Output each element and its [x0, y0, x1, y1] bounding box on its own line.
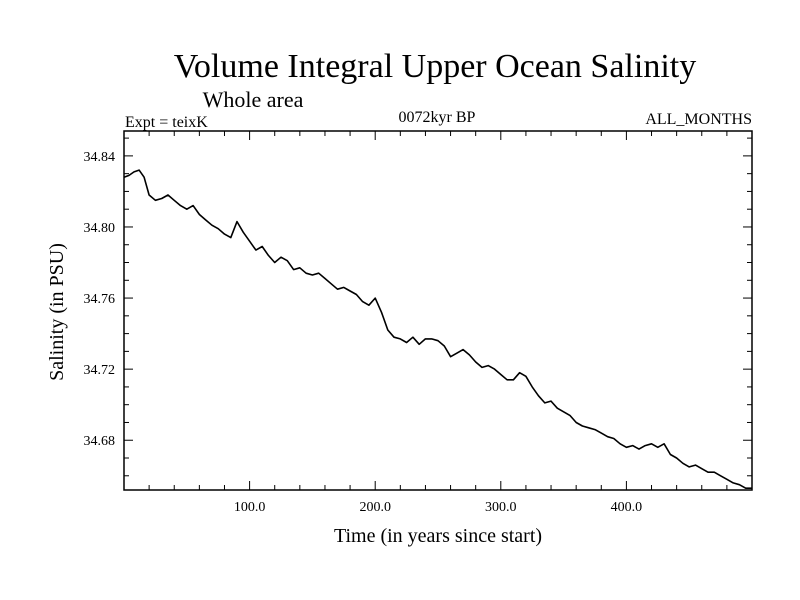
y-tick-label: 34.76 [84, 292, 116, 307]
plot-frame [123, 130, 753, 491]
period-label: 0072kyr BP [399, 109, 476, 126]
x-tick-label: 300.0 [485, 500, 517, 515]
chart-subtitle: Whole area [203, 87, 304, 112]
experiment-label: Expt = teixK [125, 114, 208, 131]
y-axis-label: Salinity (in PSU) [46, 243, 68, 381]
y-tick-label: 34.80 [84, 221, 116, 236]
salinity-series-line [123, 169, 752, 490]
y-tick-label: 34.84 [84, 150, 116, 165]
y-axis-ticks: 34.68 34.72 34.76 34.80 34.84 [84, 137, 752, 477]
y-tick-label: 34.68 [84, 434, 116, 449]
months-label: ALL_MONTHS [645, 111, 752, 128]
x-axis-label: Time (in years since start) [334, 525, 542, 547]
x-axis-ticks: 100.0 200.0 300.0 400.0 [148, 131, 728, 515]
series-layer [123, 169, 752, 490]
x-tick-label: 100.0 [234, 500, 266, 515]
x-tick-label: 400.0 [611, 500, 643, 515]
x-tick-label: 200.0 [359, 500, 391, 515]
chart-title: Volume Integral Upper Ocean Salinity [174, 48, 696, 85]
y-tick-label: 34.72 [84, 363, 116, 378]
